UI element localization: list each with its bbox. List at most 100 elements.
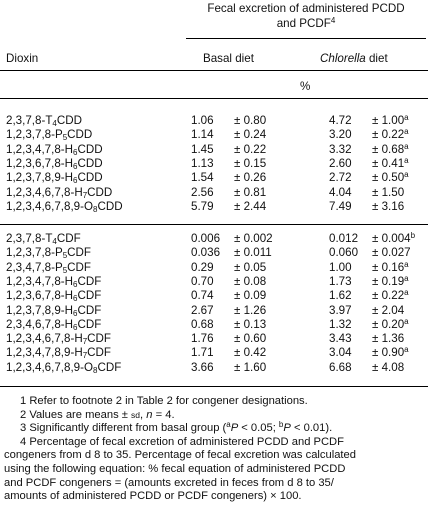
basal-mean: 1.06 xyxy=(191,114,214,127)
table-row: 1,2,3,4,7,8,9-H7CDF 1.71 ± 0.42 3.04 ± 0.90a xyxy=(0,346,428,360)
congener-prefix: 1,2,3,7,8-P xyxy=(6,246,63,260)
chlorella-mean: 2.72 xyxy=(329,171,352,185)
congener-name: 1,2,3,4,7,8-H6CDD xyxy=(6,143,103,157)
chlorella-mean: 1.62 xyxy=(329,289,352,303)
congener-name: 1,2,3,6,7,8-H6CDF xyxy=(6,289,101,303)
congener-suffix: CDF xyxy=(77,289,102,303)
congener-prefix: 1,2,3,4,7,8,9-H xyxy=(6,346,83,360)
chlorella-mean: 1.00 xyxy=(329,260,352,274)
chlorella-mean: 1.32 xyxy=(329,317,352,331)
chlorella-sd: ± 0.90a xyxy=(372,346,409,360)
fn2-sd: sd xyxy=(131,409,141,420)
congener-prefix: 1,2,3,4,7,8-H xyxy=(6,142,74,156)
basal-mean: 1.14 xyxy=(191,128,214,142)
chlorella-sd: ± 1.50 xyxy=(372,186,404,200)
congener-suffix: CDF xyxy=(67,260,91,274)
congener-suffix: CDD xyxy=(77,156,103,170)
chlorella-sd-value: ± 0.027 xyxy=(372,246,411,260)
chlorella-sd: ± 1.00a xyxy=(372,114,409,128)
significance-mark: a xyxy=(404,155,409,165)
table-row: 1,2,3,4,6,7,8,9-O8CDD 5.79 ± 2.44 7.49 ± 3.1… xyxy=(0,200,428,214)
congener-name: 2,3,7,8-T4CDD xyxy=(6,114,82,128)
chlorella-mean: 1.73 xyxy=(329,274,352,288)
congener-subscript: 7 xyxy=(82,351,88,361)
basal-sd: ± 1.26 xyxy=(234,303,267,317)
basal-sd: ± 2.44 xyxy=(234,199,267,213)
fn3-a: a xyxy=(226,420,231,430)
basal-sd: ± 0.09 xyxy=(234,289,267,303)
chlorella-sd: ± 0.22a xyxy=(372,128,409,142)
congener-subscript: 4 xyxy=(52,119,57,128)
chlorella-italic: Chlorella xyxy=(320,52,366,65)
fn2-pre: 2 Values are means ± xyxy=(20,408,132,421)
unit-label: % xyxy=(300,80,311,93)
basal-sd: ± 0.60 xyxy=(234,332,267,346)
chlorella-sd-value: ± 1.36 xyxy=(372,332,405,346)
congener-name: 1,2,3,7,8-P5CDD xyxy=(6,128,92,142)
congener-suffix: CDF xyxy=(56,232,81,245)
chlorella-mean: 3.04 xyxy=(329,346,352,360)
chlorella-sd: ± 0.50a xyxy=(372,171,409,185)
table-row: 1,2,3,7,8,9-H6CDD 1.54 ± 0.26 2.72 ± 0.50a xyxy=(0,171,428,185)
chlorella-sd: ± 0.22a xyxy=(372,289,409,303)
table-row: 2,3,7,8-T4CDF 0.006 ± 0.002 0.012 ± 0.004b xyxy=(0,232,428,246)
unit-rule xyxy=(0,98,428,99)
chlorella-mean: 2.60 xyxy=(329,156,352,170)
basal-sd: ± 0.05 xyxy=(234,260,267,274)
basal-sd: ± 0.15 xyxy=(234,156,267,170)
congener-subscript: 7 xyxy=(82,190,88,200)
footnote-2: 2 Values are means ± sd, n = 4. xyxy=(4,409,424,423)
congener-suffix: CDF xyxy=(87,346,111,360)
congener-name: 1,2,3,7,8,9-H6CDD xyxy=(6,171,103,185)
column-header-chlorella: Chlorella diet xyxy=(320,52,388,66)
table-row: 1,2,3,6,7,8-H6CDD 1.13 ± 0.15 2.60 ± 0.41a xyxy=(0,155,428,171)
chlorella-mean: 3.32 xyxy=(329,142,352,156)
basal-mean: 5.79 xyxy=(191,199,214,213)
chlorella-sd: ± 2.04 xyxy=(372,304,404,318)
table-row: 1,2,3,4,7,8-H6CDD 1.45 ± 0.22 3.32 ± 0.68a xyxy=(0,142,428,157)
column-header-basal: Basal diet xyxy=(203,52,254,65)
group-separator-rule xyxy=(0,224,428,225)
chlorella-sd-value: ± 0.16 xyxy=(372,260,405,274)
chlorella-sd-value: ± 0.004 xyxy=(372,232,411,245)
congener-suffix: CDF xyxy=(97,360,122,374)
basal-sd: ± 0.22 xyxy=(234,142,267,156)
congener-prefix: 1,2,3,4,6,7,8,9-O xyxy=(6,360,94,374)
congener-prefix: 1,2,3,4,6,7,8-H xyxy=(6,332,83,346)
congener-subscript: 8 xyxy=(93,365,98,375)
table-row: 1,2,3,4,7,8-H6CDF 0.70 ± 0.08 1.73 ± 0.19a xyxy=(0,274,428,289)
significance-mark: b xyxy=(410,231,416,240)
chlorella-sd-value: ± 0.90 xyxy=(372,346,405,360)
basal-mean: 0.006 xyxy=(191,232,221,245)
congener-suffix: CDD xyxy=(56,114,82,127)
chlorella-mean: 4.04 xyxy=(329,185,352,199)
fn3-pre: 3 Significantly different from basal gro… xyxy=(20,422,227,435)
congener-suffix: CDD xyxy=(67,128,93,142)
chlorella-mean: 3.20 xyxy=(329,128,352,142)
basal-sd: ± 0.011 xyxy=(234,246,272,260)
basal-mean: 0.68 xyxy=(191,317,214,331)
congener-subscript: 6 xyxy=(73,161,78,171)
chlorella-sd-value: ± 3.16 xyxy=(372,199,405,213)
basal-mean: 0.036 xyxy=(191,246,221,260)
congener-prefix: 2,3,7,8-T xyxy=(6,232,53,245)
column-header-dioxin: Dioxin xyxy=(6,52,39,65)
congener-name: 1,2,3,4,6,7,8,9-O8CDF xyxy=(6,361,121,375)
basal-mean: 0.70 xyxy=(191,274,214,288)
congener-suffix: CDF xyxy=(77,274,102,288)
chlorella-sd: ± 3.16 xyxy=(372,200,404,214)
chlorella-mean: 3.97 xyxy=(329,303,352,317)
chlorella-rest: diet xyxy=(365,52,388,65)
chlorella-sd-value: ± 1.00 xyxy=(372,114,405,127)
table-row: 1,2,3,7,8-P5CDD 1.14 ± 0.24 3.20 ± 0.22a xyxy=(0,128,428,142)
chlorella-sd-value: ± 0.68 xyxy=(372,142,405,156)
significance-mark: a xyxy=(404,259,409,269)
congener-name: 1,2,3,7,8,9-H6CDF xyxy=(6,304,101,318)
chlorella-sd: ± 0.16a xyxy=(372,259,409,275)
chlorella-mean: 6.68 xyxy=(329,360,352,374)
chlorella-sd: ± 4.08 xyxy=(372,361,404,375)
congener-suffix: CDF xyxy=(77,303,102,317)
congener-suffix: CDD xyxy=(97,199,123,213)
congener-suffix: CDF xyxy=(77,317,102,331)
